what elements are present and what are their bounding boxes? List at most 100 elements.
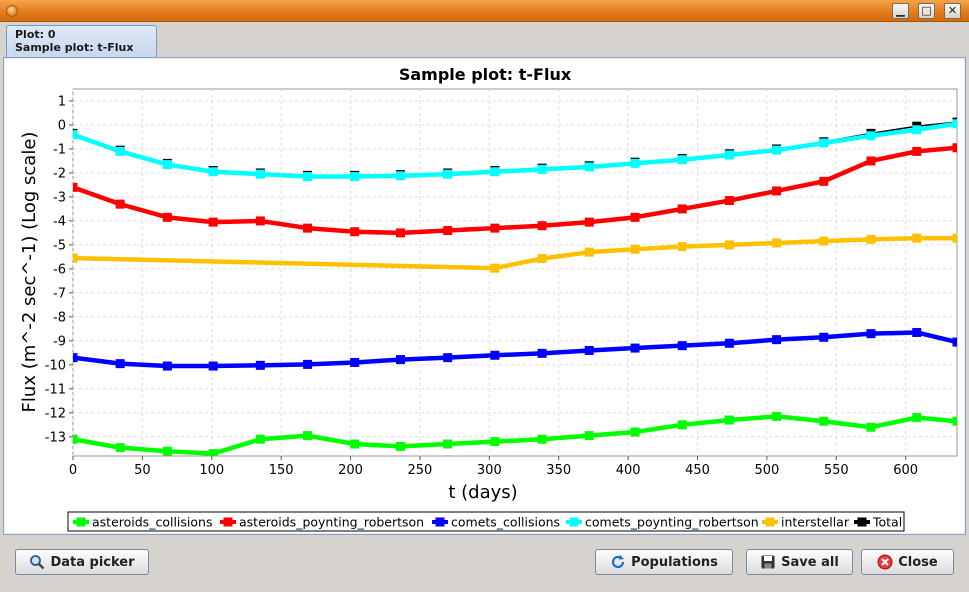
window-menu-icon[interactable]	[6, 5, 18, 17]
maximize-button[interactable]: □	[918, 3, 935, 19]
data-point-asteroids-collisions	[819, 416, 829, 426]
chart-title: Sample plot: t-Flux	[399, 65, 572, 84]
data-point-interstellar	[819, 236, 829, 246]
data-point-asteroids-poynting-robertson	[443, 226, 453, 236]
x-axis-label: t (days)	[448, 482, 517, 503]
data-point-asteroids-collisions	[443, 439, 453, 449]
data-point-interstellar	[490, 263, 500, 273]
data-point-asteroids-poynting-robertson	[162, 212, 172, 222]
save-all-label: Save all	[781, 554, 839, 570]
series-line-interstellar	[73, 235, 957, 271]
data-point-comets-poynting-robertson	[350, 172, 360, 182]
data-point-asteroids-poynting-robertson	[819, 176, 829, 186]
y-tick-label: -13	[45, 430, 66, 445]
data-point-asteroids-poynting-robertson	[115, 199, 125, 209]
data-point-asteroids-collisions	[537, 434, 547, 444]
series-line-asteroids-poynting-robertson	[73, 145, 957, 236]
data-picker-button[interactable]: Data picker	[15, 549, 149, 575]
y-tick-label: -12	[45, 406, 66, 421]
data-point-asteroids-collisions	[630, 427, 640, 437]
legend-item-asteroids-collisions: asteroids_collisions	[73, 515, 212, 530]
data-point-asteroids-collisions	[350, 439, 360, 449]
data-point-comets-poynting-robertson	[630, 158, 640, 168]
y-tick-label: -2	[53, 166, 66, 181]
data-point-asteroids-poynting-robertson	[255, 216, 265, 226]
data-point-asteroids-poynting-robertson	[303, 223, 313, 233]
data-point-asteroids-poynting-robertson	[396, 228, 406, 238]
legend-label: asteroids_poynting_robertson	[239, 515, 424, 530]
close-button[interactable]: Close	[861, 549, 954, 575]
legend-swatch-marker	[569, 517, 579, 527]
data-point-interstellar	[952, 233, 957, 243]
data-point-comets-poynting-robertson	[584, 162, 594, 172]
tab-plot-0[interactable]: Plot: 0 Sample plot: t-Flux	[6, 25, 157, 57]
data-point-comets-poynting-robertson	[162, 160, 172, 170]
legend-label: comets_collisions	[451, 515, 560, 530]
minimize-button[interactable]: ▁	[892, 3, 909, 19]
data-point-comets-poynting-robertson	[396, 171, 406, 181]
data-point-comets-poynting-robertson	[115, 146, 125, 156]
data-point-comets-poynting-robertson	[443, 169, 453, 179]
y-tick-label: 1	[58, 94, 66, 109]
y-tick-label: -7	[53, 286, 66, 301]
data-point-comets-poynting-robertson	[912, 125, 922, 135]
y-tick-label: -11	[45, 382, 66, 397]
series-line-asteroids-collisions	[73, 414, 957, 456]
legend-swatch-marker	[435, 517, 445, 527]
x-axis-ticks: 0 50 100 150 200 250 300 350 400 450 500 550 600	[69, 456, 918, 478]
data-point-asteroids-poynting-robertson	[772, 186, 782, 196]
legend-box	[67, 511, 905, 532]
data-point-asteroids-collisions	[115, 443, 125, 453]
data-point-interstellar	[584, 247, 594, 257]
data-point-comets-collisions	[819, 332, 829, 342]
data-point-interstellar	[73, 253, 78, 263]
x-tick-label: 0	[69, 463, 77, 478]
data-point-asteroids-collisions	[952, 416, 957, 426]
data-point-interstellar	[912, 233, 922, 243]
close-window-button[interactable]: ✕	[944, 3, 961, 19]
floppy-disk-icon	[761, 555, 775, 569]
close-label: Close	[898, 554, 938, 570]
data-point-comets-collisions	[303, 359, 313, 369]
data-point-comets-collisions	[208, 361, 218, 371]
window-titlebar[interactable]: ▁ □ ✕	[0, 0, 969, 22]
data-point-comets-collisions	[772, 335, 782, 345]
legend: asteroids_collisions asteroids_poynting_r…	[73, 515, 902, 530]
y-tick-label: -5	[53, 238, 66, 253]
data-point-comets-poynting-robertson	[772, 145, 782, 155]
data-point-interstellar	[537, 254, 547, 264]
data-point-asteroids-poynting-robertson	[724, 196, 734, 206]
data-point-comets-collisions	[350, 357, 360, 367]
data-point-interstellar	[724, 240, 734, 250]
data-point-asteroids-collisions	[73, 434, 78, 444]
data-point-asteroids-poynting-robertson	[677, 204, 687, 214]
legend-item-interstellar: interstellar	[762, 515, 850, 530]
data-point-asteroids-poynting-robertson	[208, 217, 218, 227]
save-all-button[interactable]: Save all	[746, 549, 853, 575]
y-tick-label: -8	[53, 310, 66, 325]
data-point-comets-collisions	[443, 353, 453, 363]
y-tick-label: -1	[53, 142, 66, 157]
data-point-comets-poynting-robertson	[866, 131, 876, 141]
data-point-asteroids-poynting-robertson	[912, 146, 922, 156]
y-tick-label: -4	[53, 214, 66, 229]
x-tick-label: 600	[893, 463, 918, 478]
data-point-comets-collisions	[73, 353, 78, 363]
legend-label: comets_poynting_robertson	[585, 515, 759, 530]
y-tick-label: -6	[53, 262, 66, 277]
data-point-comets-collisions	[630, 343, 640, 353]
tab-line-1: Plot: 0	[15, 28, 56, 41]
populations-button[interactable]: Populations	[595, 549, 733, 575]
refresh-icon	[612, 555, 625, 569]
data-point-comets-poynting-robertson	[677, 155, 687, 165]
legend-item-comets-collisions: comets_collisions	[432, 515, 560, 530]
data-point-comets-collisions	[162, 361, 172, 371]
data-point-comets-collisions	[724, 338, 734, 348]
legend-swatch-marker	[857, 517, 867, 527]
legend-label: interstellar	[781, 515, 850, 530]
data-point-comets-poynting-robertson	[490, 167, 500, 177]
data-point-asteroids-poynting-robertson	[490, 223, 500, 233]
plot-panel: Sample plot: t-Flux 1 0 -1 -2 -3 -4 -5 -6 -7 -8 -9…	[3, 57, 966, 535]
data-point-asteroids-collisions	[772, 411, 782, 421]
series-asteroids-collisions	[73, 411, 957, 456]
